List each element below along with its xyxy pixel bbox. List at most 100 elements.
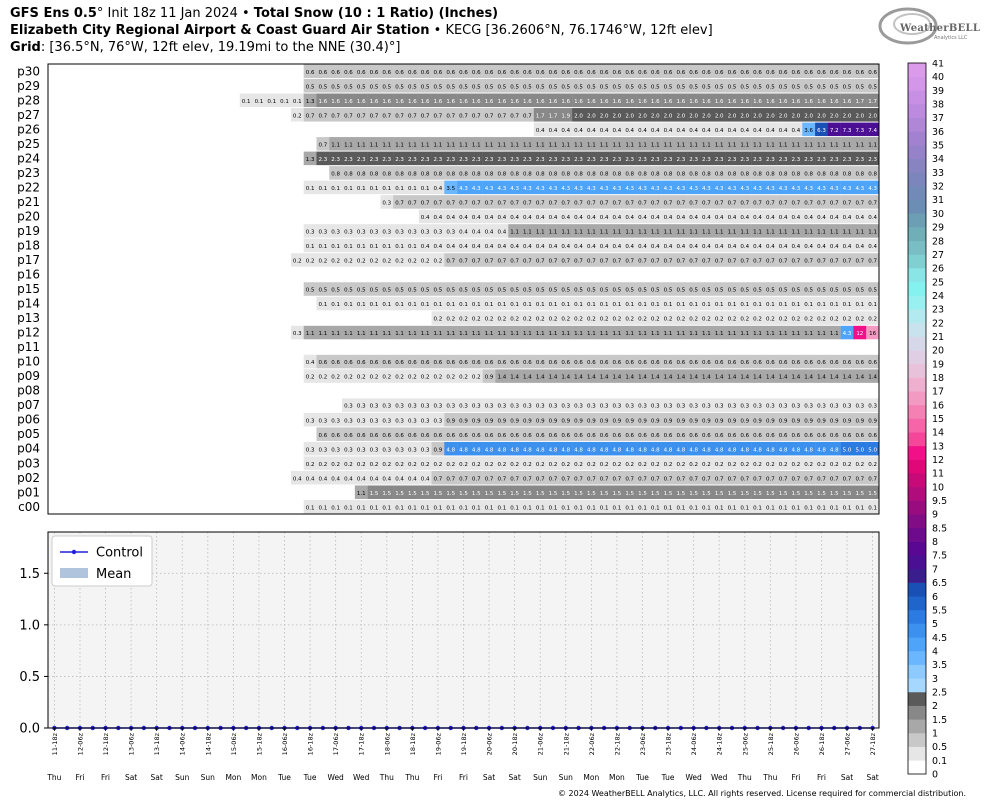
heatmap-cell-value: 0.5	[536, 288, 545, 294]
heatmap-cell-value: 0.6	[395, 433, 404, 439]
heatmap-cell-value: 2.0	[651, 113, 660, 119]
heatmap-cell	[815, 93, 829, 108]
heatmap-cell	[763, 79, 777, 93]
colorbar-swatch	[908, 650, 926, 665]
heatmap-cell-value: 5.0	[855, 447, 864, 453]
heatmap-cell-value: 2.0	[855, 113, 864, 119]
heatmap-cell-value: 2.3	[830, 157, 839, 163]
heatmap-cell	[316, 137, 330, 151]
heatmap-cell	[802, 195, 816, 209]
heatmap-cell	[636, 137, 650, 151]
heatmap-cell	[508, 166, 522, 180]
heatmap-cell-value: 0.8	[549, 171, 558, 177]
heatmap-cell-value: 4.3	[817, 186, 826, 192]
heatmap-cell-value: 0.4	[728, 244, 737, 250]
heatmap-cell-value: 0.5	[485, 288, 494, 294]
day-label: Fri	[459, 773, 468, 782]
heatmap-cell-value: 0.8	[664, 171, 673, 177]
header-line-3: Grid: [36.5°N, 76°W, 12ft elev, 19.19mi …	[10, 39, 400, 56]
colorbar-swatch	[908, 158, 926, 173]
x-tick-label: 21-18z	[562, 732, 570, 755]
heatmap-cell-value: 1.6	[434, 99, 443, 105]
heatmap-cell-value: 0.7	[625, 476, 634, 482]
heatmap-cell	[572, 180, 586, 195]
heatmap-cell-value: 0.6	[485, 433, 494, 439]
heatmap-cell-value: 0.4	[421, 476, 430, 482]
heatmap-cell-value: 0.7	[715, 476, 724, 482]
heatmap-cell-value: 1.4	[497, 375, 506, 381]
x-tick-label: 27-06z	[844, 732, 852, 755]
heatmap-cell-value: 0.1	[357, 505, 366, 511]
heatmap-cell	[457, 209, 471, 224]
heatmap-cell-value: 0.1	[638, 302, 647, 308]
heatmap-row-label: p20	[17, 209, 40, 223]
heatmap-cell-value: 0.5	[715, 84, 724, 90]
heatmap-cell-value: 0.1	[318, 244, 327, 250]
heatmap-cell-value: 0.3	[600, 404, 609, 410]
heatmap-cell	[380, 195, 394, 209]
colorbar-tick-label: 6	[932, 592, 938, 603]
heatmap-cell-value: 7.4	[868, 128, 877, 134]
heatmap-cell-value: 1.1	[728, 142, 737, 148]
heatmap-cell-value: 0.5	[472, 84, 481, 90]
heatmap-cell-value: 0.2	[472, 317, 481, 323]
heatmap-cell-value: 1.3	[306, 157, 315, 163]
heatmap-cell	[827, 195, 841, 209]
heatmap-cell-value: 1.1	[395, 331, 404, 337]
heatmap-cell	[674, 122, 688, 137]
heatmap-cell	[738, 209, 752, 224]
heatmap-cell-value: 0.2	[536, 462, 545, 468]
heatmap-cell-value: 0.4	[664, 128, 673, 134]
heatmap-cell-value: 0.6	[868, 360, 877, 366]
heatmap-cell-value: 0.1	[740, 505, 749, 511]
heatmap-cell-value: 0.2	[702, 462, 711, 468]
heatmap-cell-value: 0.2	[306, 375, 315, 381]
heatmap-cell-value: 1.6	[561, 99, 570, 105]
heatmap-cell-value: 0.2	[382, 375, 391, 381]
heatmap-cell-value: 0.6	[766, 433, 775, 439]
heatmap-cell-value: 4.8	[459, 447, 468, 453]
heatmap-cell	[521, 166, 535, 180]
heatmap-cell	[431, 151, 445, 166]
colorbar-tick-label: 5.5	[932, 605, 947, 616]
heatmap-cell-value: 0.5	[370, 288, 379, 294]
heatmap-cell	[584, 108, 598, 122]
heatmap-cell-value: 2.3	[485, 157, 494, 163]
heatmap-cell-value: 1.6	[421, 99, 430, 105]
heatmap-cell-value: 0.7	[804, 259, 813, 265]
heatmap-cell	[648, 209, 662, 224]
heatmap-cell	[623, 64, 637, 79]
heatmap-cell-value: 0.7	[728, 201, 737, 207]
heatmap-cell-value: 0.8	[792, 171, 801, 177]
heatmap-cell-value: 0.5	[587, 288, 596, 294]
heatmap-cell-value: 0.4	[689, 215, 698, 221]
heatmap-cell	[418, 151, 432, 166]
heatmap-cell-value: 0.1	[574, 302, 583, 308]
heatmap-cell-value: 1.5	[600, 491, 609, 497]
heatmap-cell-value: 0.6	[638, 433, 647, 439]
heatmap-cell-value: 0.8	[497, 171, 506, 177]
heatmap-cell	[610, 180, 624, 195]
heatmap-cell	[827, 108, 841, 122]
heatmap-cell-value: 0.7	[434, 113, 443, 119]
heatmap-cell-value: 0.6	[446, 70, 455, 76]
heatmap-cell	[405, 224, 419, 238]
heatmap-cell-value: 0.4	[459, 244, 468, 250]
heatmap-cell-value: 0.4	[306, 476, 315, 482]
heatmap-cell	[303, 108, 317, 122]
heatmap-cell-value: 0.3	[408, 447, 417, 453]
heatmap-cell	[802, 151, 816, 166]
heatmap-cell-value: 0.5	[664, 84, 673, 90]
heatmap-cell-value: 0.5	[779, 84, 788, 90]
day-label: Thu	[762, 773, 777, 782]
heatmap-cell-value: 1.1	[843, 142, 852, 148]
heatmap-cell-value: 0.3	[689, 404, 698, 410]
colorbar-swatch	[908, 172, 926, 187]
colorbar-tick-label: 17	[932, 387, 944, 398]
heatmap-cell-value: 0.1	[804, 302, 813, 308]
heatmap-cell	[597, 151, 611, 166]
colorbar-swatch	[908, 555, 926, 570]
y-tick-label: 0.0	[19, 722, 40, 737]
heatmap-cell-value: 0.4	[587, 244, 596, 250]
heatmap-cell	[444, 224, 458, 238]
